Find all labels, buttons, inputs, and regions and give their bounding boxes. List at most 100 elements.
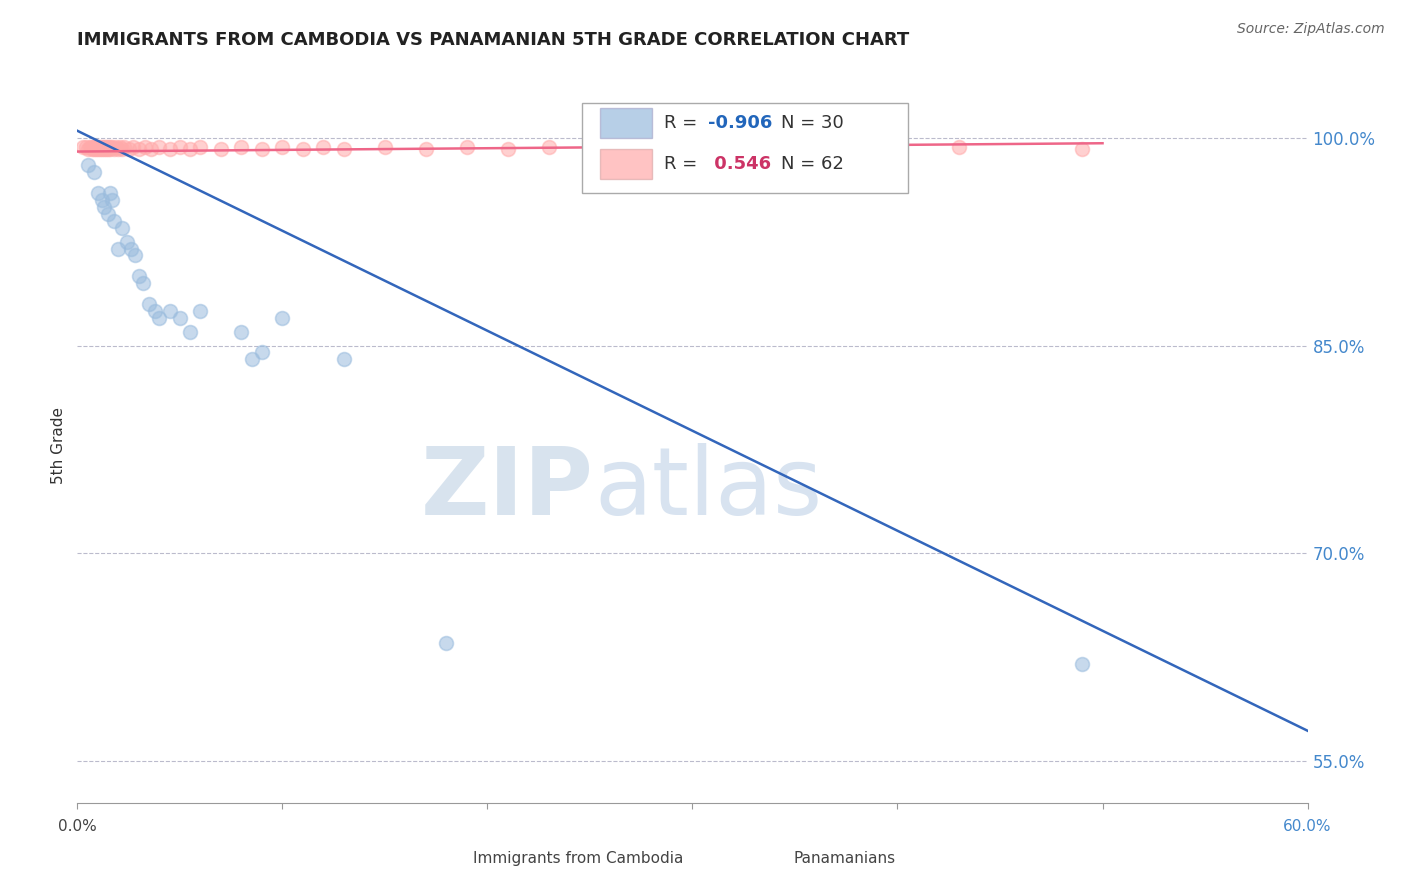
Point bbox=[804, 140, 827, 154]
Point bbox=[948, 140, 970, 154]
Point bbox=[117, 142, 139, 156]
Point bbox=[866, 142, 889, 156]
Point bbox=[97, 142, 120, 156]
Point bbox=[620, 140, 643, 154]
Point bbox=[188, 140, 212, 154]
Point bbox=[333, 352, 356, 367]
Point bbox=[143, 304, 166, 318]
Point bbox=[101, 193, 124, 207]
Point bbox=[291, 142, 314, 156]
Point bbox=[537, 140, 560, 154]
Point bbox=[132, 276, 155, 290]
Point bbox=[89, 140, 111, 154]
Point bbox=[87, 140, 110, 154]
Point bbox=[169, 140, 191, 154]
FancyBboxPatch shape bbox=[426, 847, 467, 871]
Text: N = 62: N = 62 bbox=[782, 154, 844, 173]
Text: R =: R = bbox=[664, 113, 703, 132]
Point bbox=[103, 142, 125, 156]
Text: 60.0%: 60.0% bbox=[1284, 820, 1331, 834]
Point bbox=[103, 214, 125, 228]
Point bbox=[72, 140, 94, 154]
Point bbox=[415, 142, 437, 156]
FancyBboxPatch shape bbox=[745, 847, 787, 871]
Text: 0.0%: 0.0% bbox=[58, 820, 97, 834]
Point bbox=[159, 304, 181, 318]
Y-axis label: 5th Grade: 5th Grade bbox=[51, 408, 66, 484]
Point bbox=[76, 142, 98, 156]
Text: Immigrants from Cambodia: Immigrants from Cambodia bbox=[474, 851, 683, 866]
Point bbox=[107, 242, 129, 256]
Point bbox=[98, 140, 121, 154]
Point bbox=[83, 165, 105, 179]
Point bbox=[271, 140, 294, 154]
Point bbox=[661, 142, 683, 156]
Point bbox=[250, 142, 273, 156]
Point bbox=[231, 140, 253, 154]
Point bbox=[79, 140, 101, 154]
Point bbox=[115, 235, 138, 249]
Point bbox=[169, 310, 191, 325]
Point bbox=[579, 142, 602, 156]
Point bbox=[94, 140, 117, 154]
Text: N = 30: N = 30 bbox=[782, 113, 844, 132]
Point bbox=[159, 142, 181, 156]
Point bbox=[93, 142, 115, 156]
Point bbox=[98, 142, 121, 156]
Point bbox=[231, 325, 253, 339]
Point bbox=[179, 142, 201, 156]
Text: Panamanians: Panamanians bbox=[793, 851, 896, 866]
Point bbox=[374, 140, 396, 154]
Point bbox=[87, 186, 110, 201]
Point bbox=[80, 142, 103, 156]
Point bbox=[98, 186, 121, 201]
Point bbox=[76, 158, 98, 172]
Point bbox=[111, 142, 134, 156]
Point bbox=[120, 242, 142, 256]
Point bbox=[110, 140, 132, 154]
Point bbox=[90, 193, 114, 207]
Text: R =: R = bbox=[664, 154, 703, 173]
Point bbox=[80, 140, 103, 154]
Point bbox=[496, 142, 519, 156]
Point bbox=[128, 269, 150, 284]
Point bbox=[271, 310, 294, 325]
Point bbox=[138, 297, 160, 311]
Point bbox=[83, 142, 105, 156]
Point bbox=[75, 140, 97, 154]
Point bbox=[128, 142, 150, 156]
Point bbox=[84, 142, 107, 156]
Text: atlas: atlas bbox=[595, 442, 823, 535]
Point bbox=[101, 140, 124, 154]
FancyBboxPatch shape bbox=[600, 108, 652, 137]
Point bbox=[87, 142, 110, 156]
Point bbox=[312, 140, 335, 154]
Point bbox=[148, 310, 170, 325]
Point bbox=[179, 325, 201, 339]
Point bbox=[702, 140, 724, 154]
Point bbox=[97, 140, 120, 154]
Text: ZIP: ZIP bbox=[422, 442, 595, 535]
Text: Source: ZipAtlas.com: Source: ZipAtlas.com bbox=[1237, 22, 1385, 37]
Point bbox=[1071, 657, 1094, 672]
Point bbox=[124, 248, 146, 262]
Point bbox=[742, 142, 765, 156]
Point bbox=[97, 207, 120, 221]
Point bbox=[111, 220, 134, 235]
Point bbox=[84, 140, 107, 154]
Point bbox=[89, 142, 111, 156]
Point bbox=[141, 142, 163, 156]
Text: 0.546: 0.546 bbox=[709, 154, 772, 173]
Point bbox=[107, 142, 129, 156]
Point bbox=[456, 140, 478, 154]
Point bbox=[148, 140, 170, 154]
Point bbox=[240, 352, 263, 367]
Point bbox=[90, 142, 114, 156]
Point bbox=[436, 636, 458, 650]
Text: IMMIGRANTS FROM CAMBODIA VS PANAMANIAN 5TH GRADE CORRELATION CHART: IMMIGRANTS FROM CAMBODIA VS PANAMANIAN 5… bbox=[77, 31, 910, 49]
Point bbox=[121, 140, 143, 154]
Point bbox=[83, 140, 105, 154]
Point bbox=[93, 140, 115, 154]
Text: -0.906: -0.906 bbox=[709, 113, 773, 132]
FancyBboxPatch shape bbox=[600, 149, 652, 178]
